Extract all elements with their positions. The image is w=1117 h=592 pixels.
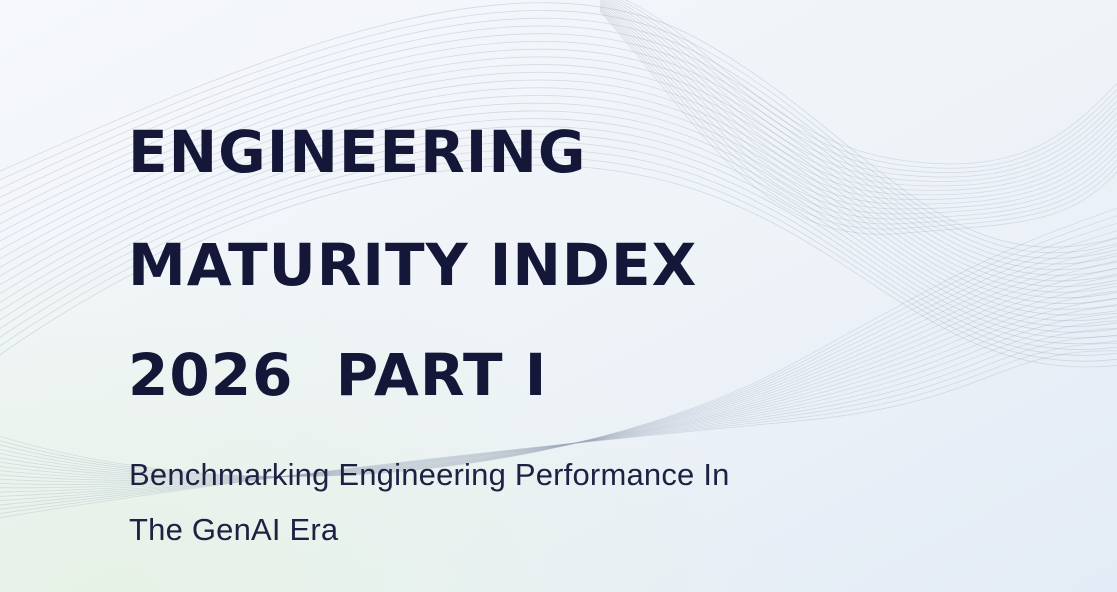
wave-line [599, 0, 1117, 200]
wave-line [0, 156, 1117, 362]
wave-line [0, 164, 1117, 368]
wave-line [599, 0, 1117, 196]
wave-line [606, 0, 1117, 182]
wave-line [0, 79, 1117, 304]
wave-line [0, 342, 1117, 514]
wave-line [0, 48, 1117, 282]
wave-line [599, 7, 1117, 225]
wave-line [0, 95, 1117, 316]
wave-line [599, 5, 1117, 215]
title-line: ENGINEERING [128, 118, 587, 186]
wave-line [0, 87, 1117, 310]
subtitle-line: Benchmarking Engineering Performance In [129, 457, 730, 492]
title: ENGINEERING MATURITY INDEX 2026 PART I [128, 118, 697, 409]
wave-line [0, 33, 1117, 271]
wave-line [0, 230, 1117, 478]
wave-line [614, 0, 1117, 174]
wave-line [0, 297, 1117, 489]
wave-line [0, 282, 1117, 483]
wave-line [0, 110, 1117, 327]
wave-line [0, 141, 1117, 350]
title-line: 2026 PART I [128, 341, 547, 409]
subtitle: Benchmarking Engineering Performance In … [129, 457, 730, 547]
wave-line [0, 290, 1117, 485]
wave-line [619, 0, 1117, 169]
wave-line [0, 118, 1117, 333]
wave-line [0, 312, 1117, 497]
wave-line [0, 10, 1117, 254]
wave-line [0, 102, 1117, 322]
title-line: MATURITY INDEX [128, 231, 697, 299]
wave-line [0, 327, 1117, 506]
wave-line [0, 252, 1117, 479]
wave-line [599, 10, 1117, 235]
wave-line [601, 0, 1117, 191]
wave-line [0, 41, 1117, 276]
wave-line [624, 0, 1117, 165]
wave-line [599, 3, 1117, 210]
wave-line [0, 207, 1117, 477]
wave-line [599, 9, 1117, 230]
wave-line [0, 320, 1117, 502]
wave-line [0, 260, 1117, 479]
wave-line [0, 56, 1117, 287]
wave-line [0, 237, 1117, 478]
wave-line [0, 25, 1117, 265]
wave-line [0, 17, 1117, 259]
wave-line [0, 350, 1117, 519]
wave-line [0, 222, 1117, 477]
wave-line [0, 215, 1117, 477]
wave-line [0, 305, 1117, 493]
wave-line [0, 267, 1117, 480]
wave-line [599, 2, 1117, 205]
wave-line [0, 71, 1117, 299]
wave-line [599, 6, 1117, 220]
wave-line [0, 335, 1117, 510]
wave-line [0, 149, 1117, 356]
wave-line [0, 275, 1117, 481]
wave-line [0, 125, 1117, 339]
wave-lines [0, 0, 1117, 519]
wave-line [0, 64, 1117, 293]
wave-line [604, 0, 1117, 187]
wave-line [0, 2, 1117, 248]
wave-line [0, 133, 1117, 345]
wave-line [0, 245, 1117, 478]
wave-line [610, 0, 1117, 178]
subtitle-line: The GenAI Era [129, 512, 339, 547]
